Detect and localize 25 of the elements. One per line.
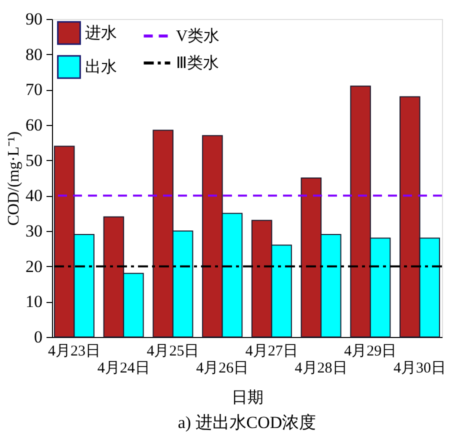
y-tick-label: 0 [34,328,42,346]
text: a) 进出水COD浓度 [178,413,316,432]
x-tick-label: 4月25日 [146,344,200,360]
x-tick-label: 4月30日 [394,360,446,376]
legend-label: 进水 [85,24,117,42]
x-tick-label: 4月24日 [97,360,150,376]
y-tick-label: 40 [26,186,42,206]
legend-label: 出水 [85,58,117,76]
y-tick-label: 10 [26,292,42,312]
y-tick-label: 80 [26,44,42,64]
y-tick-label: 90 [26,10,42,28]
x-tick-label: 4月29日 [344,344,397,360]
x-tick-label: 4月27日 [245,344,298,360]
y-tick-label: 20 [26,256,42,276]
x-tick-label: 4月28日 [294,360,348,376]
y-tick-label: 60 [26,116,42,134]
y-tick-label: 30 [26,222,42,240]
y-axis-title: COD/(mg·L⁻¹) [6,131,22,226]
legend-label: Ⅲ类水 [176,54,219,72]
x-axis-title: 日期 [232,388,264,406]
x-tick-label: 4月23日 [48,344,100,360]
y-tick-label: 70 [26,80,42,100]
y-tick-label: 50 [26,150,42,170]
legend-label: V类水 [176,27,220,45]
x-tick-label: 4月26日 [196,360,249,376]
